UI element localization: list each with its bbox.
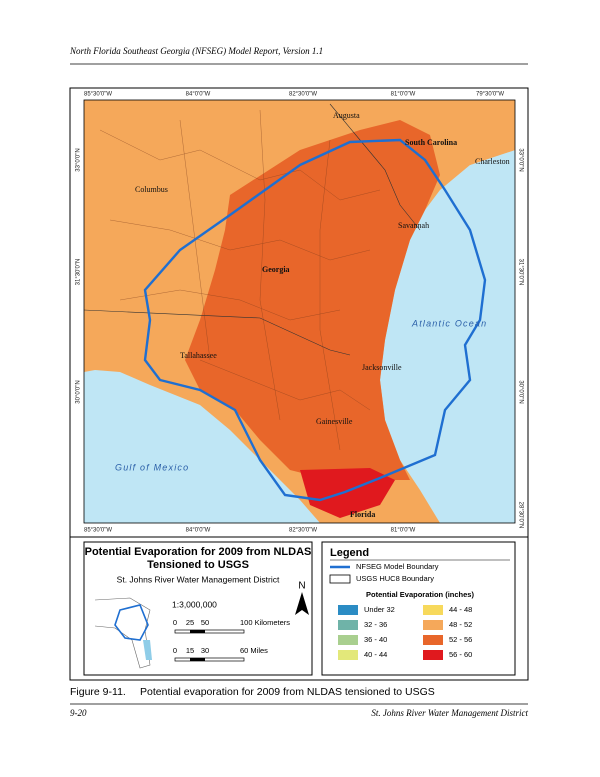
legend-classes: Under 32 32 - 36 36 - 40 40 - 44 44 - 48 48 -… bbox=[338, 605, 472, 660]
legend-label: 48 - 52 bbox=[449, 620, 472, 629]
scale-bar-fill bbox=[190, 658, 205, 661]
legend-swatch bbox=[423, 635, 443, 645]
sc-coast bbox=[455, 100, 515, 165]
tick-label: 30°0'0"N bbox=[517, 380, 523, 403]
inset-map bbox=[88, 590, 166, 670]
legend-swatch bbox=[423, 620, 443, 630]
model-boundary bbox=[143, 138, 487, 502]
inset-bg bbox=[88, 590, 166, 670]
graticule-labels: 85°30'0"W 84°0'0"W 82°30'0"W 81°0'0"W 79°30'… bbox=[76, 92, 524, 534]
legend-title: Legend bbox=[330, 547, 369, 559]
legend-label: 44 - 48 bbox=[449, 605, 472, 614]
place-label: Gulf of Mexico bbox=[115, 462, 189, 472]
place-label: Augusta bbox=[333, 111, 360, 120]
tick-label: 33°0'0"N bbox=[76, 148, 82, 171]
tick-label: 81°0'0"W bbox=[391, 92, 416, 98]
legend-box-swatch bbox=[329, 574, 351, 584]
mile-scale: 0 15 30 60 Miles bbox=[173, 646, 268, 662]
place-label: Gainesville bbox=[316, 417, 353, 426]
legend-label: 52 - 56 bbox=[449, 635, 472, 644]
legend-swatch bbox=[338, 620, 358, 630]
footer-left: 9-20 bbox=[70, 708, 87, 718]
place-label: Jacksonville bbox=[362, 363, 402, 372]
caption-number: Figure 9-11. bbox=[70, 686, 126, 698]
legend-label: 32 - 36 bbox=[364, 620, 387, 629]
caption-text: Potential evaporation for 2009 from NLDA… bbox=[140, 686, 435, 698]
legend-swatch bbox=[338, 635, 358, 645]
scale-label: 60 Miles bbox=[240, 646, 268, 655]
scale-label: 30 bbox=[201, 646, 209, 655]
legend-item: NFSEG Model Boundary bbox=[356, 562, 439, 571]
legend-swatch bbox=[423, 605, 443, 615]
scale-label: 15 bbox=[186, 646, 194, 655]
tick-label: 85°30'0"W bbox=[84, 528, 112, 534]
scale-ratio: 1:3,000,000 bbox=[172, 599, 217, 609]
legend-label: 56 - 60 bbox=[449, 650, 472, 659]
map: Augusta South Carolina Charleston Columb… bbox=[83, 99, 516, 524]
place-label: Savannah bbox=[398, 221, 429, 230]
legend-label: 40 - 44 bbox=[364, 650, 387, 659]
state-line bbox=[329, 103, 421, 231]
scale-label: 0 bbox=[173, 618, 177, 627]
legend-label: Under 32 bbox=[364, 605, 395, 614]
place-label: Georgia bbox=[262, 265, 290, 274]
places: Augusta South Carolina Charleston Columb… bbox=[115, 111, 510, 519]
tick-label: 84°0'0"W bbox=[186, 528, 211, 534]
scale-label: 100 Kilometers bbox=[240, 618, 290, 627]
header: North Florida Southeast Georgia (NFSEG) … bbox=[69, 46, 323, 56]
scale-label: 0 bbox=[173, 646, 177, 655]
legend-swatch bbox=[338, 605, 358, 615]
scale-bar bbox=[174, 657, 245, 662]
legend-swatch bbox=[338, 650, 358, 660]
inset-boundary bbox=[114, 604, 149, 641]
scale-label: 50 bbox=[201, 618, 209, 627]
tick-label: 79°30'0"W bbox=[476, 92, 504, 98]
map-title: Tensioned to USGS bbox=[147, 559, 249, 571]
tick-label: 30°0'0"N bbox=[76, 380, 82, 403]
land-dark bbox=[185, 120, 440, 480]
tick-label: 31°30'0"N bbox=[517, 259, 523, 286]
place-label: Tallahassee bbox=[180, 351, 217, 360]
scale-label: 25 bbox=[186, 618, 194, 627]
tick-label: 81°0'0"W bbox=[391, 528, 416, 534]
map-neatline bbox=[83, 99, 516, 524]
legend-subtitle: Potential Evaporation (inches) bbox=[366, 590, 474, 599]
tick-label: 28°30'0"N bbox=[517, 502, 523, 529]
north-label: N bbox=[298, 581, 305, 592]
legend-label: 36 - 40 bbox=[364, 635, 387, 644]
tick-label: 85°30'0"W bbox=[84, 92, 112, 98]
legend-item: USGS HUC8 Boundary bbox=[356, 574, 434, 583]
place-label: Atlantic Ocean bbox=[411, 318, 487, 328]
tick-label: 33°0'0"N bbox=[517, 148, 523, 171]
state-line bbox=[83, 309, 351, 356]
map-subtitle: St. Johns River Water Management Distric… bbox=[117, 574, 280, 584]
place-label: South Carolina bbox=[405, 138, 457, 147]
north-arrow bbox=[295, 592, 309, 615]
scale-bar bbox=[174, 629, 245, 634]
place-label: Charleston bbox=[475, 157, 510, 166]
inset-water bbox=[143, 640, 152, 660]
footer-right: St. Johns River Water Management Distric… bbox=[371, 708, 528, 718]
legend-swatch bbox=[423, 650, 443, 660]
tick-label: 82°30'0"W bbox=[289, 92, 317, 98]
map-title: Potential Evaporation for 2009 from NLDA… bbox=[85, 546, 312, 558]
tick-label: 82°30'0"W bbox=[289, 528, 317, 534]
km-scale: 0 25 50 100 Kilometers bbox=[173, 618, 290, 634]
scale-bar-fill bbox=[190, 630, 205, 633]
tick-label: 84°0'0"W bbox=[186, 92, 211, 98]
place-label: Florida bbox=[350, 510, 375, 519]
huc8-boundaries bbox=[99, 109, 381, 451]
tick-label: 31°30'0"N bbox=[76, 259, 82, 286]
place-label: Columbus bbox=[135, 185, 168, 194]
